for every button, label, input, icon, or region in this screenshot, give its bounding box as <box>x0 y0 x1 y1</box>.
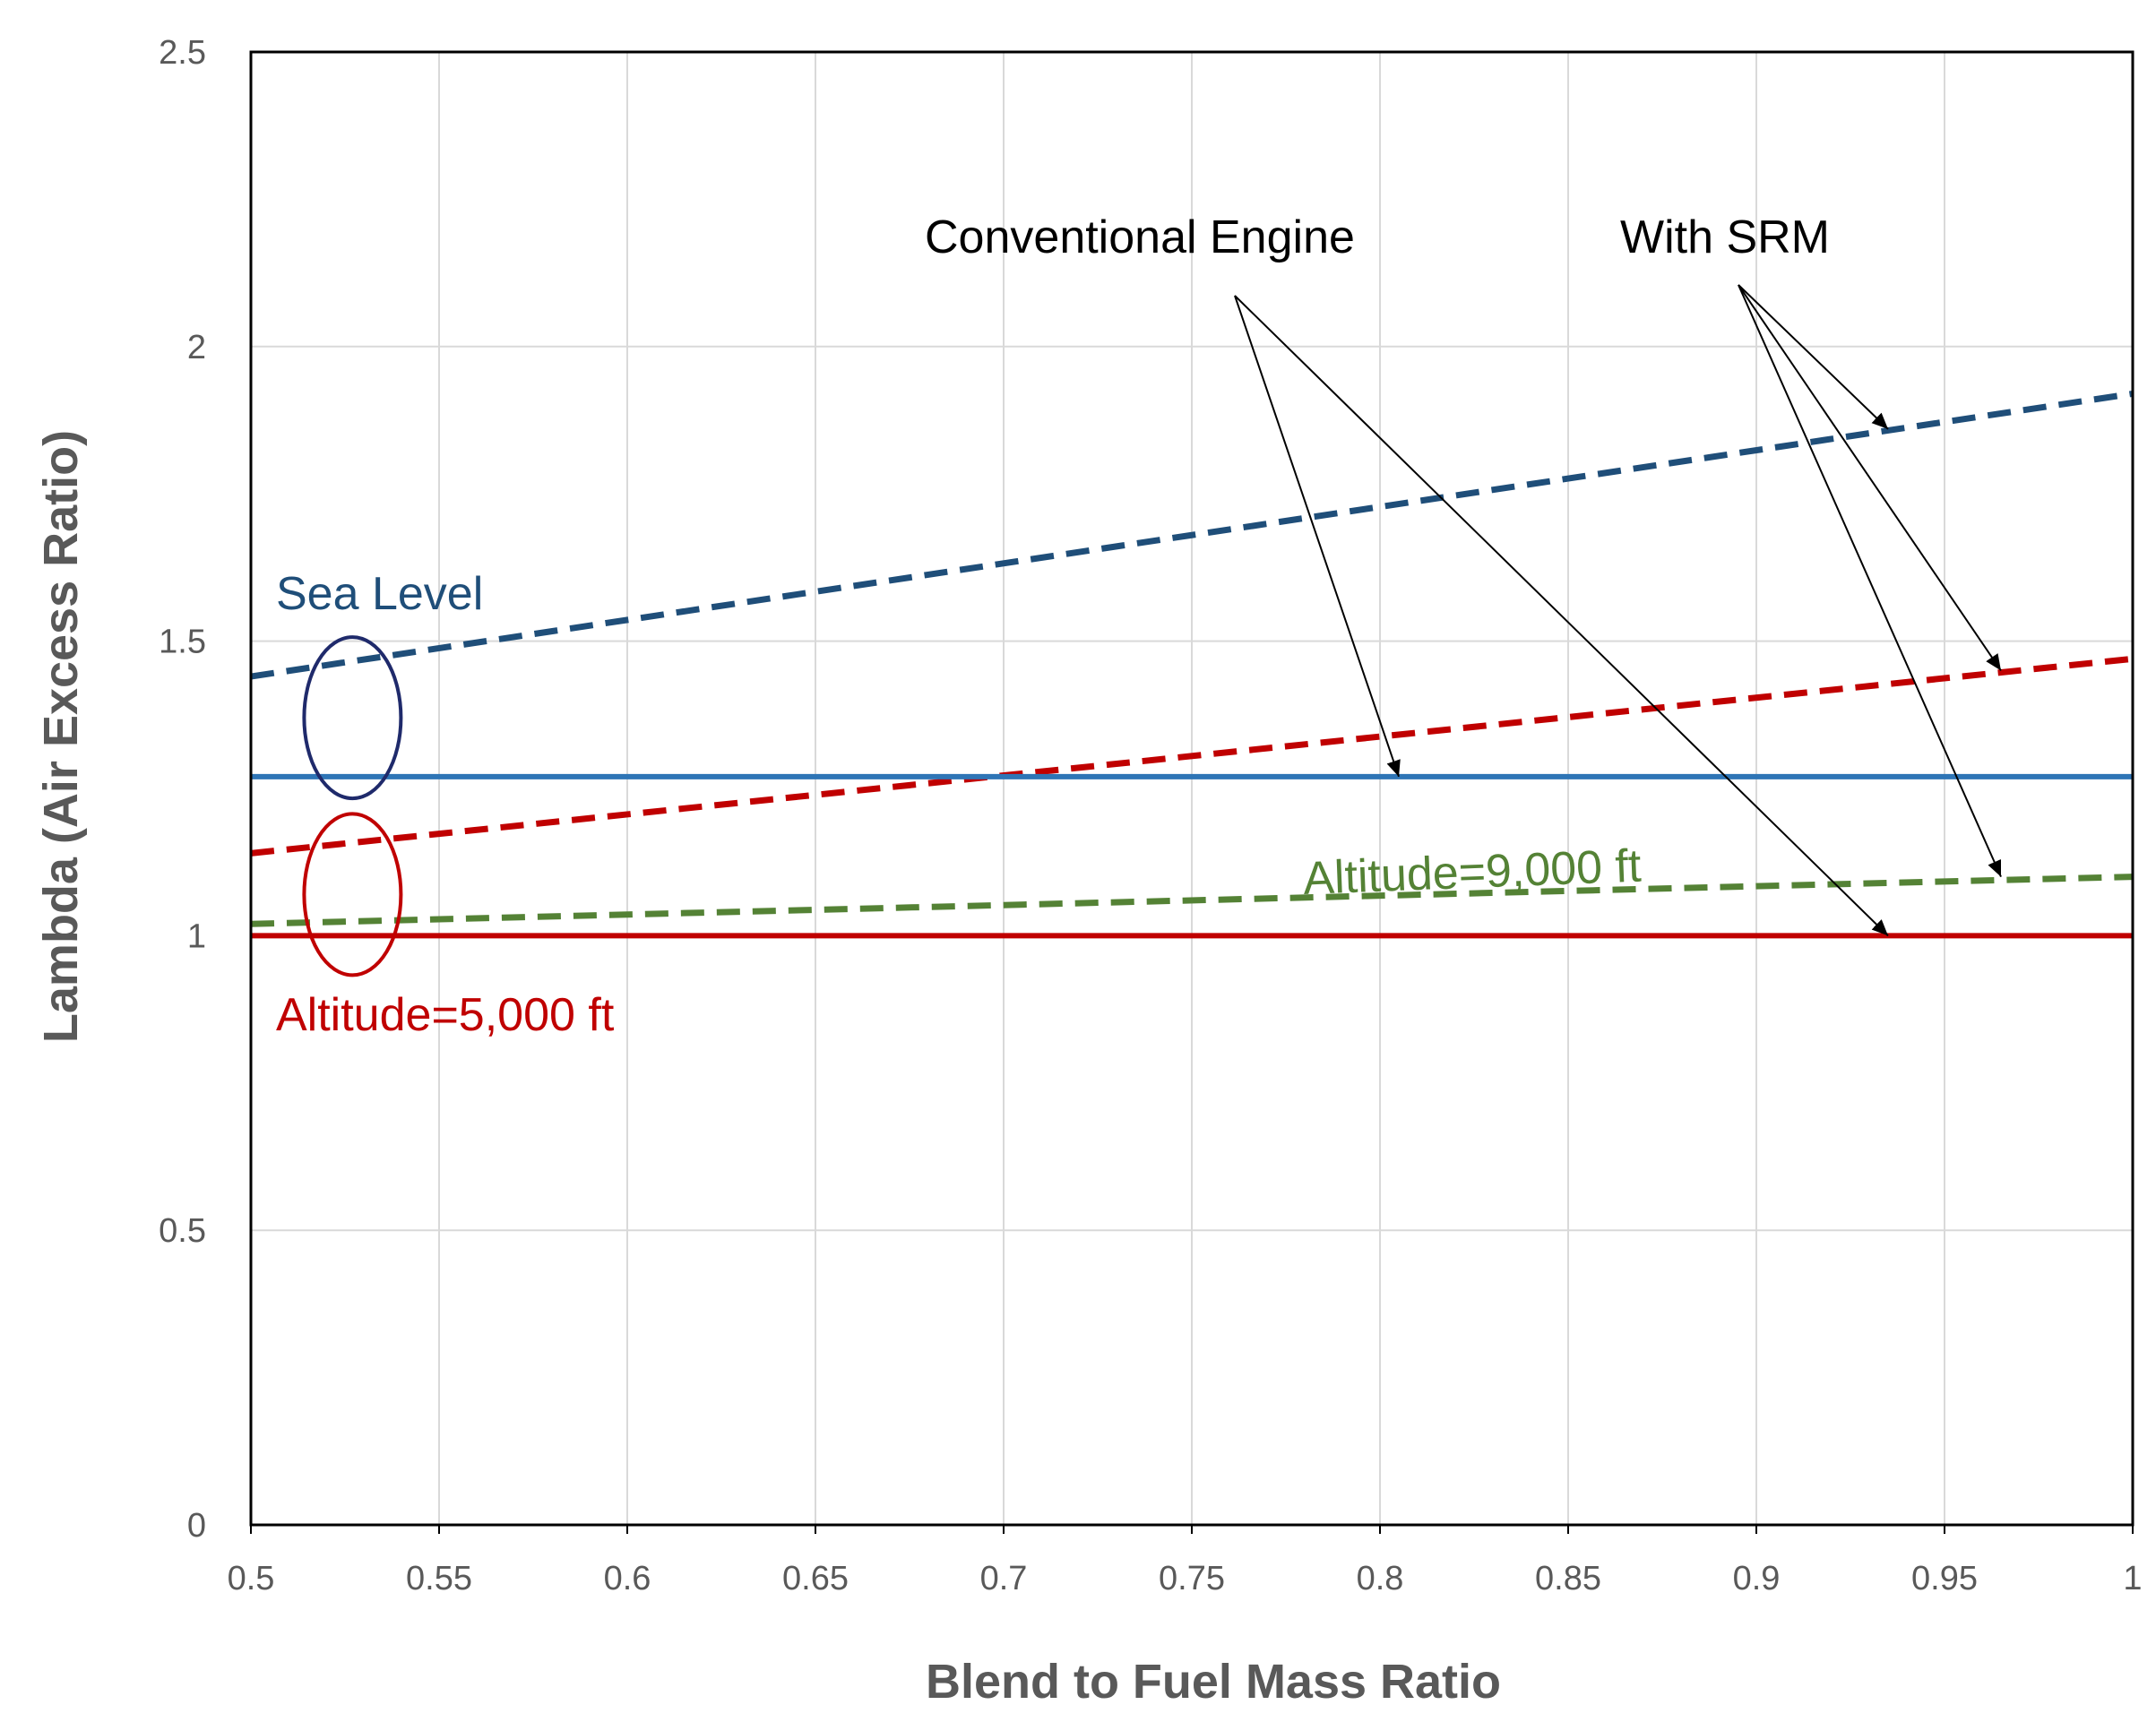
annotation-arrow-srm <box>1738 284 2002 672</box>
x-axis-title: Blend to Fuel Mass Ratio <box>926 1655 1501 1709</box>
x-tick-label: 0.95 <box>1911 1560 1978 1597</box>
y-tick-label: 2.5 <box>159 34 206 72</box>
x-tick-label: 0.8 <box>1357 1560 1404 1597</box>
series-line-altitude-5-000-ft-with-srm <box>250 655 2134 857</box>
annotation-altitude-5000: Altitude=5,000 ft <box>276 989 615 1041</box>
annotation-arrow-conventional <box>1234 295 1401 778</box>
grid <box>251 52 2133 1525</box>
x-tick-label: 0.9 <box>1733 1560 1781 1597</box>
y-axis-title: Lambda (Air Excess Ratio) <box>34 430 88 1043</box>
series-line-sea-level-with-srm <box>250 390 2134 680</box>
annotation-sea-level: Sea Level <box>276 568 483 620</box>
axis-ticks: 0.5 0.55 0.6 0.65 0.7 0.75 0.8 0.85 0.9 0.95 1 0 0.5… <box>159 34 2142 1597</box>
annotation-arrow-srm <box>1738 284 2002 878</box>
x-tick-label: 0.75 <box>1159 1560 1225 1597</box>
annotation-altitude-9000: Altitude=9,000 ft <box>1302 840 1643 905</box>
x-tick-label: 0.5 <box>228 1560 275 1597</box>
x-tick-label: 0.7 <box>980 1560 1028 1597</box>
y-tick-label: 1.5 <box>159 624 206 661</box>
y-tick-label: 1 <box>187 917 206 955</box>
highlight-ellipse-altitude-5-000-ft <box>302 812 403 977</box>
y-tick-label: 0.5 <box>159 1212 206 1250</box>
x-tick-label: 0.85 <box>1535 1560 1601 1597</box>
x-tick-label: 0.55 <box>406 1560 472 1597</box>
series-layer <box>250 390 2134 939</box>
annotation-arrow-srm <box>1738 284 1889 430</box>
annotation-conventional-engine: Conventional Engine <box>925 211 1355 263</box>
x-tick-label: 1 <box>2123 1560 2142 1597</box>
x-tick-label: 0.6 <box>604 1560 651 1597</box>
x-tick-label: 0.65 <box>782 1560 849 1597</box>
annotation-layer: Conventional Engine With SRM Sea Level A… <box>276 211 1830 1041</box>
y-tick-label: 2 <box>187 329 206 366</box>
y-tick-label: 0 <box>187 1507 206 1545</box>
highlight-ellipse-sea-level <box>302 635 403 801</box>
series-line-altitude-9-000-ft-with-srm <box>250 874 2134 927</box>
annotation-arrow-conventional <box>1234 295 1889 937</box>
ellipse-layer <box>302 635 403 977</box>
arrow-layer <box>1234 284 2002 937</box>
annotation-with-srm: With SRM <box>1620 211 1830 263</box>
